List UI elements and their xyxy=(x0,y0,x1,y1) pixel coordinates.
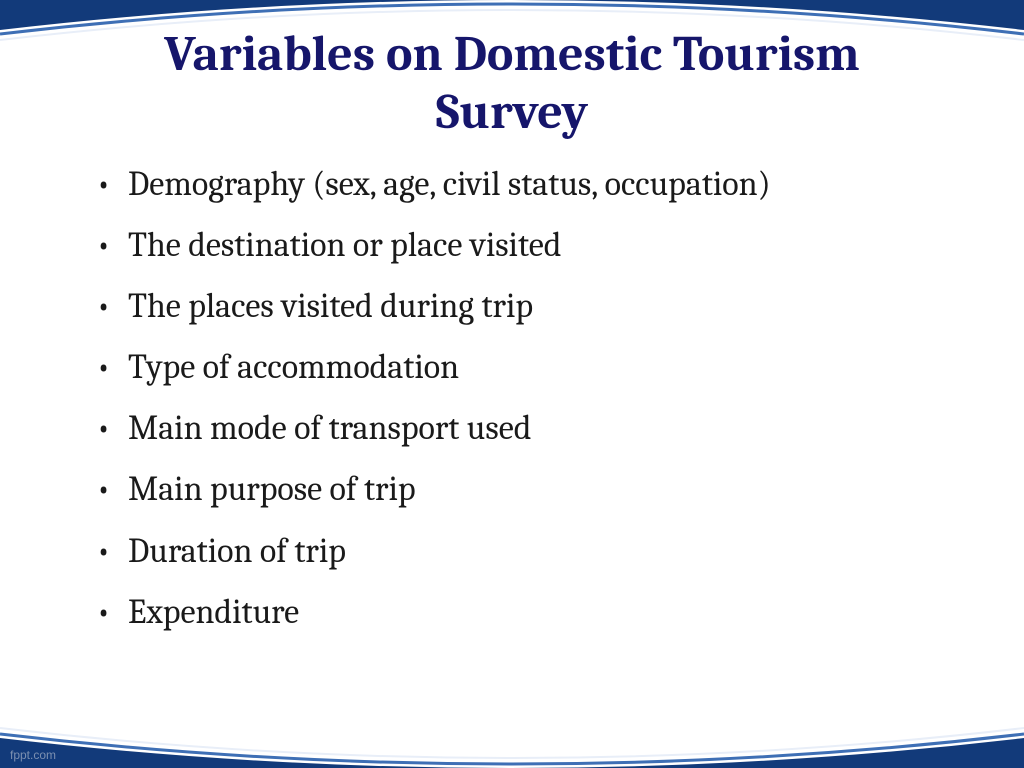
bullet-item: Main mode of transport used xyxy=(96,409,964,448)
slide-title: Variables on Domestic Tourism Survey xyxy=(60,26,964,141)
bullet-item: The destination or place visited xyxy=(96,226,964,265)
bullet-list: Demography (sex, age, civil status, occu… xyxy=(60,165,964,632)
bullet-item: The places visited during trip xyxy=(96,287,964,326)
bullet-item: Type of accommodation xyxy=(96,348,964,387)
slide-content: Variables on Domestic Tourism Survey Dem… xyxy=(0,20,1024,654)
bottom-decorative-arc xyxy=(0,688,1024,768)
bullet-item: Main purpose of trip xyxy=(96,470,964,509)
bullet-item: Expenditure xyxy=(96,593,964,632)
watermark: fppt.com xyxy=(10,748,56,762)
bullet-item: Duration of trip xyxy=(96,532,964,571)
bullet-item: Demography (sex, age, civil status, occu… xyxy=(96,165,964,204)
slide: Variables on Domestic Tourism Survey Dem… xyxy=(0,0,1024,768)
